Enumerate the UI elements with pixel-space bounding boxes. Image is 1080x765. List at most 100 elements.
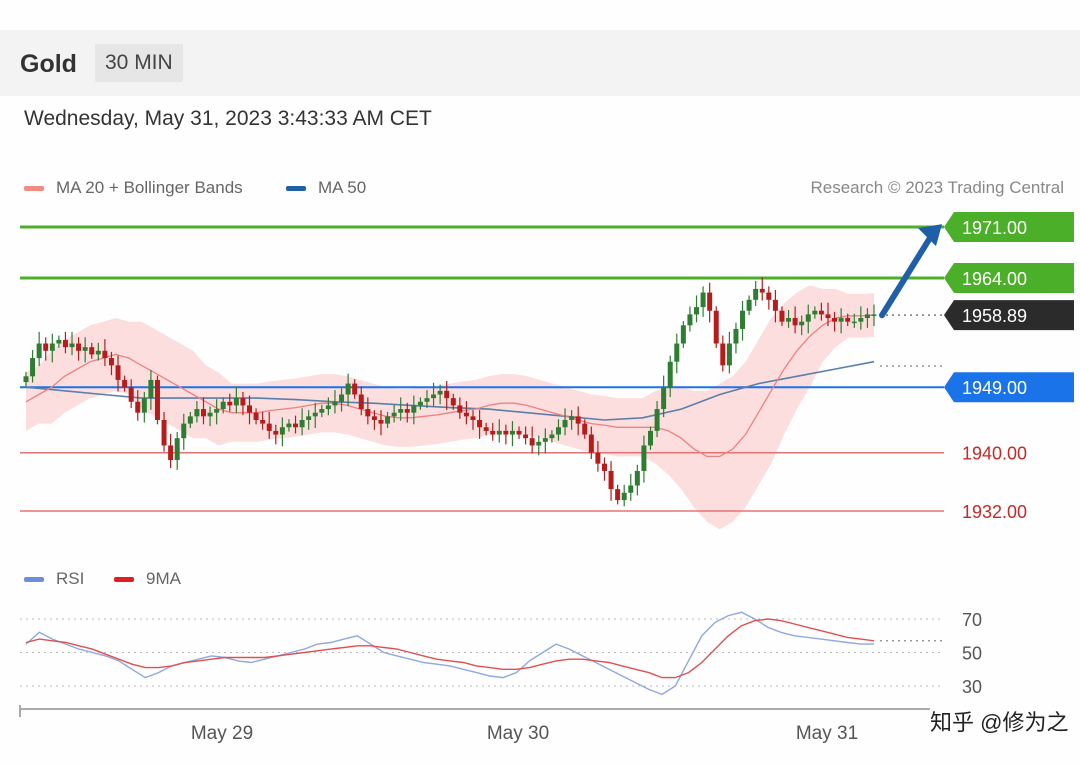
candle-body <box>687 314 693 326</box>
level-label-0: 1971.00 <box>962 218 1027 238</box>
candle-body <box>154 379 160 420</box>
candle <box>148 370 154 410</box>
candle-body <box>417 401 423 406</box>
candle-body <box>23 376 29 383</box>
candle <box>792 306 798 334</box>
level-tag-1 <box>944 262 1074 293</box>
forecast-arrow-icon <box>918 224 942 247</box>
candle-body <box>746 299 752 311</box>
candle <box>562 408 568 436</box>
candle-body <box>661 387 667 410</box>
candle-body <box>490 430 496 435</box>
candle-body <box>82 347 88 351</box>
candle <box>43 337 49 361</box>
candle-body <box>628 485 634 493</box>
legend-9ma: 9MA <box>114 569 181 589</box>
candle <box>398 397 404 421</box>
rsi-ma-line <box>25 618 875 679</box>
candle-body <box>135 401 141 413</box>
candle-body <box>76 343 82 351</box>
candle <box>95 342 101 361</box>
legend-rsi-label: RSI <box>56 569 85 588</box>
candle-body <box>352 383 358 395</box>
candle <box>700 286 706 317</box>
candle-body <box>753 288 759 300</box>
candle-body <box>457 405 463 413</box>
candle <box>365 397 371 425</box>
candle <box>779 306 785 327</box>
candle <box>654 401 660 438</box>
candle-body <box>641 445 647 471</box>
candle-body <box>95 350 101 355</box>
candle-body <box>858 318 864 322</box>
candle <box>542 428 548 454</box>
candle-body <box>325 405 331 410</box>
candle-body <box>299 419 305 428</box>
candle <box>818 302 824 321</box>
candle-body <box>200 409 206 417</box>
candle-body <box>516 430 522 435</box>
candle <box>207 406 213 427</box>
candle <box>36 331 42 367</box>
candle-body <box>562 419 568 428</box>
candle-body <box>207 412 213 417</box>
candle-body <box>726 343 732 366</box>
copyright-text: Research © 2023 Trading Central <box>810 178 1065 197</box>
candle-body <box>786 318 792 322</box>
rsi-tick-label: 70 <box>962 610 982 630</box>
candle <box>444 381 450 410</box>
candle-body <box>345 383 351 395</box>
candle-body <box>102 350 108 359</box>
candle-body <box>720 343 726 366</box>
candle-body <box>523 434 529 439</box>
level-label-4: 1940.00 <box>962 444 1027 464</box>
timeframe-button[interactable]: 30 MIN <box>95 44 183 82</box>
candle-body <box>194 409 200 417</box>
candle <box>76 337 82 361</box>
candle <box>102 339 108 367</box>
x-tick-label: May 29 <box>191 723 253 744</box>
candle <box>122 375 128 392</box>
candle-body <box>115 365 121 380</box>
candle <box>187 411 193 428</box>
candle <box>286 419 292 432</box>
candle <box>174 431 180 470</box>
candle <box>687 306 693 332</box>
rsi-swatch-icon <box>24 576 44 582</box>
candle-body <box>411 405 417 413</box>
candle-body <box>838 318 844 322</box>
candle-body <box>503 430 509 435</box>
candle <box>463 401 469 425</box>
candle <box>529 426 535 454</box>
candle <box>457 397 463 419</box>
candle-body <box>148 379 154 399</box>
candle-body <box>654 409 660 431</box>
candle-body <box>358 394 364 410</box>
candle <box>713 306 719 348</box>
candle-body <box>601 463 607 471</box>
candle <box>641 435 647 483</box>
candle-body <box>378 419 384 424</box>
level-tag-2 <box>944 300 1074 331</box>
candle-body <box>713 310 719 344</box>
candle <box>805 304 811 334</box>
candle <box>575 406 581 436</box>
candle <box>772 289 778 323</box>
candle <box>799 315 805 336</box>
rsi-tick-label: 30 <box>962 677 982 697</box>
candle <box>753 280 759 307</box>
candle-body <box>56 339 62 344</box>
symbol-title: Gold <box>20 50 77 78</box>
candle-body <box>772 299 778 311</box>
candle <box>154 375 160 425</box>
candle <box>233 386 239 414</box>
candle <box>214 399 220 425</box>
candle-body <box>470 416 476 420</box>
candle <box>253 408 259 425</box>
candle-body <box>233 398 239 406</box>
candle <box>437 384 443 405</box>
legend-ma50: MA 50 <box>286 178 366 198</box>
candle <box>812 306 818 319</box>
candle-body <box>621 492 627 501</box>
